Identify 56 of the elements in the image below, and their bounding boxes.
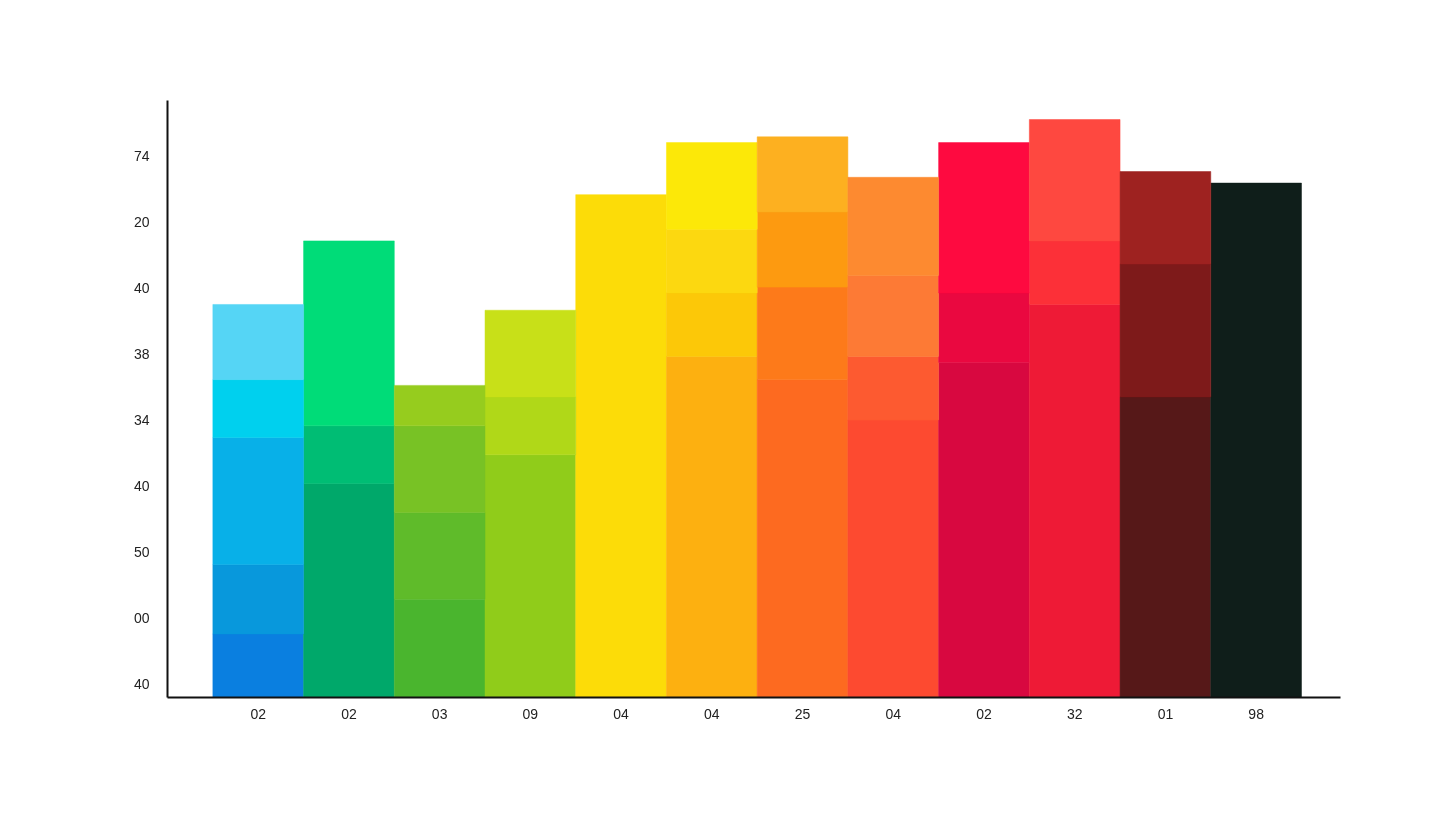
x-tick-label: 03 xyxy=(431,705,448,722)
bar xyxy=(1210,182,1302,698)
x-tick-label: 02 xyxy=(341,705,357,722)
text: 40 xyxy=(133,279,150,296)
bar xyxy=(756,286,849,380)
bar xyxy=(756,379,849,698)
text: 20 xyxy=(133,213,150,230)
bar xyxy=(938,142,1030,294)
text: 34 xyxy=(133,411,150,428)
bar xyxy=(484,309,576,398)
bar xyxy=(938,362,1030,698)
text: 50 xyxy=(133,543,150,560)
x-tick-label: 02 xyxy=(250,705,267,722)
bar xyxy=(394,425,486,513)
bar xyxy=(212,564,304,635)
x-tick-label: 98 xyxy=(1248,705,1265,722)
bar xyxy=(1029,119,1121,242)
bar xyxy=(303,240,395,427)
x-tick-label: 32 xyxy=(1066,705,1083,722)
bar xyxy=(756,136,849,213)
text: 38 xyxy=(133,345,150,362)
bar xyxy=(303,483,395,698)
x-tick-label: 02 xyxy=(976,705,992,722)
bar xyxy=(847,177,939,276)
bar xyxy=(1029,240,1121,305)
bar xyxy=(666,356,758,698)
x-tick-label: 25 xyxy=(794,705,811,722)
bar xyxy=(847,419,939,698)
bar xyxy=(394,512,486,600)
bar xyxy=(212,437,304,565)
bar xyxy=(394,598,486,698)
bar xyxy=(756,211,849,288)
bar xyxy=(212,379,304,438)
bar xyxy=(847,356,939,421)
text: 74 xyxy=(133,147,150,164)
x-tick-label: 04 xyxy=(885,705,902,722)
bar xyxy=(938,292,1030,363)
text: 00 xyxy=(133,609,150,626)
bar xyxy=(484,454,576,698)
bar xyxy=(394,385,486,427)
bar xyxy=(666,292,758,357)
bar xyxy=(1119,396,1212,698)
x-tick-label: 09 xyxy=(522,705,539,722)
bar xyxy=(212,304,304,380)
text: 40 xyxy=(133,477,150,494)
x-tick-label: 01 xyxy=(1157,705,1174,722)
bar xyxy=(1119,171,1212,265)
bar xyxy=(847,275,939,357)
x-tick-label: 04 xyxy=(613,705,630,722)
bar xyxy=(484,396,576,455)
text: 40 xyxy=(133,675,150,692)
bar xyxy=(212,633,304,698)
bar xyxy=(1029,304,1121,698)
x-tick-label: 04 xyxy=(704,705,720,722)
bar xyxy=(303,425,395,484)
bar xyxy=(1119,263,1212,398)
